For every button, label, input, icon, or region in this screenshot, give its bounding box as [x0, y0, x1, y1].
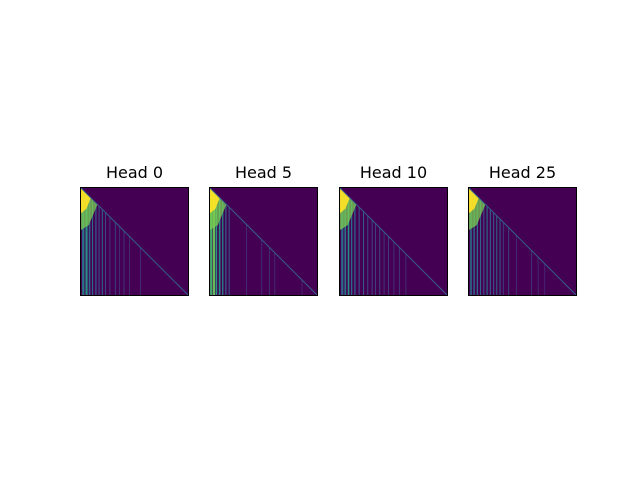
heatmap-stripe — [502, 187, 504, 296]
heatmap-stripe — [479, 187, 482, 296]
heatmap-stripe — [354, 187, 356, 296]
attention-heatmap — [468, 187, 577, 296]
heatmap-stripe — [499, 187, 501, 296]
heatmap-stripe — [95, 187, 97, 296]
heatmap-stripe — [85, 187, 88, 296]
heatmap-stripe — [123, 187, 125, 296]
panel-title: Head 0 — [105, 163, 164, 182]
heatmap-stripe — [222, 187, 224, 296]
heatmap-stripe — [119, 187, 121, 296]
heatmap-lower-triangle — [80, 187, 141, 296]
heatmap-stripe — [483, 187, 485, 296]
heatmap-stripe — [210, 187, 213, 296]
heatmap-stripe — [470, 187, 472, 296]
heatmap-stripe — [388, 187, 389, 296]
heatmap-corner — [209, 187, 220, 215]
heatmap-corner-fade — [209, 197, 227, 231]
heatmap-stripe — [486, 187, 488, 296]
heatmap-stripe — [246, 187, 247, 296]
heatmap-stripe — [476, 187, 479, 296]
heatmap-corner-fade — [468, 197, 486, 231]
heatmap-frame — [468, 187, 577, 296]
heatmap-stripe — [489, 187, 491, 296]
heatmap-stripe — [374, 187, 376, 296]
heatmap-stripe — [129, 187, 130, 296]
panel-title: Head 5 — [234, 163, 293, 182]
heatmap-stripe — [98, 187, 100, 296]
heatmap-stripe — [347, 187, 350, 296]
heatmap-stripe — [101, 187, 103, 296]
panel-title: Head 10 — [359, 163, 428, 182]
heatmap-stripe — [344, 187, 347, 296]
heatmap-stripe — [473, 187, 475, 296]
heatmap-stripe — [109, 187, 111, 296]
heatmap-frame — [209, 187, 318, 296]
heatmap-stripe — [82, 187, 85, 296]
heatmap-diagonal — [209, 187, 318, 296]
attention-heatmap — [80, 187, 189, 296]
heatmap-stripe — [212, 187, 215, 296]
heatmap-corner — [339, 187, 350, 215]
heatmap-frame — [80, 187, 189, 296]
heatmap-stripe — [350, 187, 353, 296]
heatmap-stripe — [228, 187, 230, 296]
heatmap-stripe — [496, 187, 498, 296]
heatmap-corner-fade — [80, 197, 98, 231]
heatmap-stripe — [515, 187, 517, 296]
heatmap-stripe — [383, 187, 385, 296]
heatmap-frame — [339, 187, 448, 296]
heatmap-stripe — [215, 187, 218, 296]
heatmap-stripe — [493, 187, 495, 296]
heatmap-stripe — [358, 187, 360, 296]
heatmap-stripe — [379, 187, 381, 296]
attention-heatmap — [209, 187, 318, 296]
heatmap-stripe — [371, 187, 373, 296]
heatmap-stripe — [105, 187, 106, 296]
heatmap-stripe — [91, 187, 94, 296]
heatmap-stripe — [88, 187, 91, 296]
heatmap-corner — [80, 187, 91, 215]
heatmap-corner-fade — [339, 197, 357, 231]
heatmap-stripe — [225, 187, 227, 296]
heatmap-stripe — [341, 187, 344, 296]
heatmap-diagonal — [468, 187, 577, 296]
heatmap-stripe — [261, 187, 263, 296]
heatmap-stripe — [218, 187, 221, 296]
panel-title: Head 25 — [488, 163, 557, 182]
heatmap-diagonal — [339, 187, 448, 296]
heatmap-corner — [468, 187, 479, 215]
heatmap-stripe — [114, 187, 116, 296]
heatmap-stripe — [362, 187, 365, 296]
attention-heatmap — [339, 187, 448, 296]
heatmap-stripe — [508, 187, 510, 296]
heatmap-diagonal — [80, 187, 189, 296]
heatmap-stripe — [367, 187, 369, 296]
